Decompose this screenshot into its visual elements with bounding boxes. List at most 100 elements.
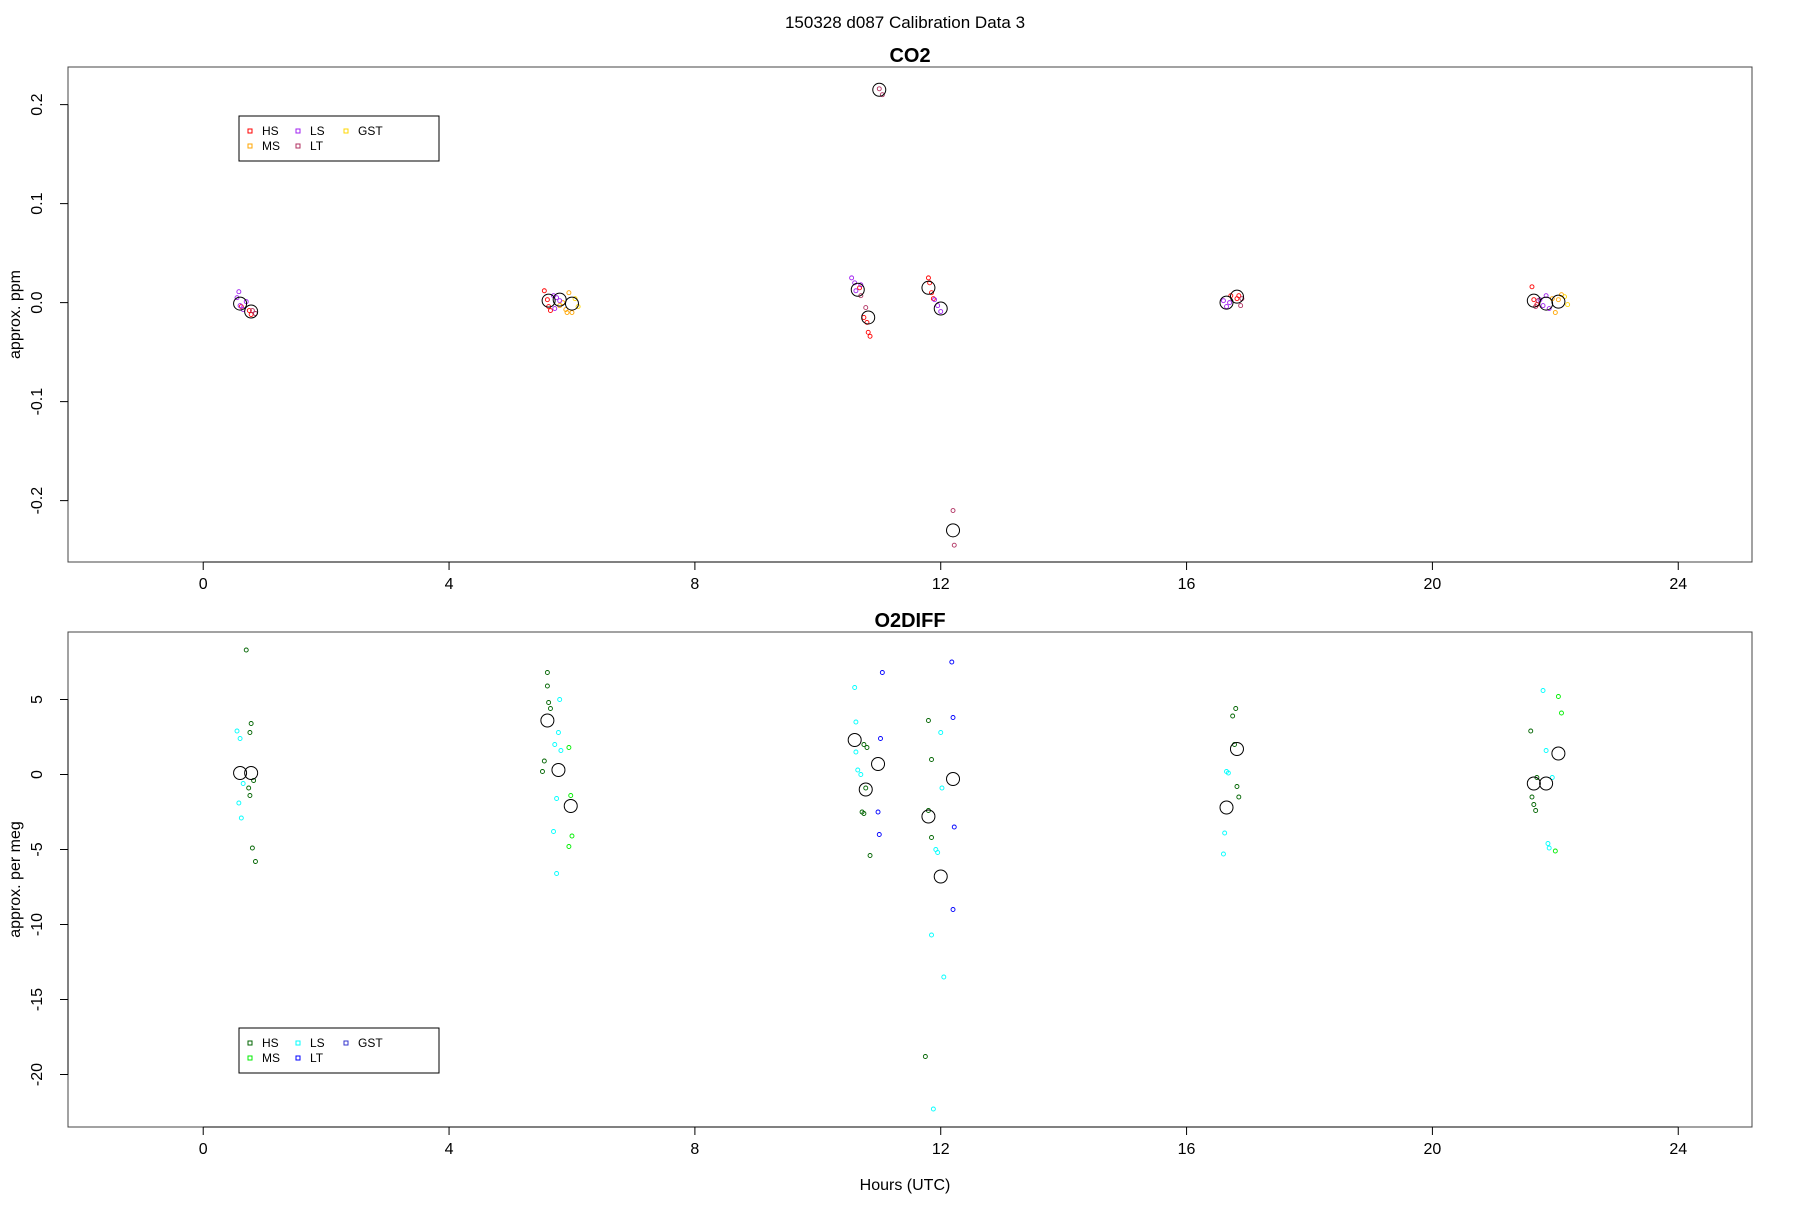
co2-point-lt	[951, 542, 957, 548]
o2diff-point-ls	[552, 742, 558, 747]
o2diff-point-lt	[876, 832, 882, 837]
co2-point-hs	[930, 296, 936, 302]
co2-y-tick-label: 0.2	[29, 93, 46, 115]
co2-legend-marker	[247, 143, 253, 149]
co2-y-axis-label: approx. ppm	[7, 270, 24, 359]
co2-point-gst	[572, 296, 578, 302]
o2diff-legend-marker	[247, 1040, 253, 1046]
co2-point-ms	[1552, 310, 1558, 315]
o2diff-point-lt	[951, 824, 957, 830]
o2diff-mean-point	[921, 809, 936, 824]
co2-legend-box	[238, 115, 440, 162]
o2diff-point-ms	[1552, 848, 1558, 854]
o2diff-point-hs	[864, 745, 870, 750]
co2-mean-point	[946, 523, 961, 538]
co2-mean-point	[872, 82, 887, 97]
o2diff-point-hs	[546, 700, 552, 705]
o2diff-y-tick-label: -5	[29, 842, 46, 856]
co2-legend-label-gst: GST	[358, 124, 383, 138]
co2-x-tick-label: 0	[199, 576, 208, 593]
o2diff-point-ms	[566, 745, 572, 750]
o2diff-point-ls	[941, 974, 947, 980]
o2diff-x-tick-label: 16	[1178, 1141, 1196, 1158]
co2-y-tick-label: -0.1	[29, 388, 46, 416]
co2-point-lt	[1533, 304, 1539, 310]
co2-point-ls	[849, 275, 855, 281]
co2-point-ls	[552, 306, 558, 312]
o2diff-panel: O2DIFF approx. per meg 0 4 8 12 16 20 24 -20 -15 -1…	[7, 610, 1753, 1158]
o2diff-point-hs	[867, 853, 873, 858]
o2diff-point-ls	[1225, 770, 1231, 776]
co2-mean-point	[541, 293, 556, 308]
co2-point-ms	[563, 307, 569, 312]
o2diff-point-hs	[540, 769, 545, 774]
co2-point-ls	[1220, 298, 1226, 304]
co2-point-hs	[541, 288, 547, 294]
co2-point-ms	[569, 310, 575, 315]
o2diff-x-tick-label: 0	[199, 1141, 208, 1158]
co2-legend-marker	[295, 128, 301, 134]
co2-x-tick-label: 12	[932, 576, 950, 593]
o2diff-point-hs	[929, 757, 934, 762]
o2diff-mean-point	[1229, 742, 1244, 756]
o2diff-point-ls	[238, 815, 244, 821]
o2diff-point-ls	[853, 749, 859, 755]
co2-point-hs	[1531, 297, 1537, 303]
o2diff-legend-marker	[295, 1055, 301, 1061]
o2diff-mean-point	[1551, 746, 1566, 761]
co2-x-tick-label: 4	[445, 576, 454, 593]
o2diff-point-ls	[551, 829, 556, 834]
co2-point-hs	[246, 308, 252, 313]
o2diff-point-ls	[939, 785, 945, 791]
co2-mean-point	[1229, 289, 1244, 304]
co2-point-hs	[857, 285, 863, 291]
o2diff-point-hs	[925, 718, 931, 723]
o2diff-point-hs	[929, 835, 934, 840]
o2diff-point-hs	[544, 683, 550, 689]
co2-point-ls	[853, 288, 859, 294]
co2-point-ls	[236, 289, 242, 295]
co2-point-ls	[557, 298, 563, 304]
o2diff-point-hs	[861, 742, 867, 747]
co2-point-gst	[1565, 302, 1571, 308]
co2-x-tick-label: 16	[1178, 576, 1196, 593]
o2diff-point-hs	[544, 670, 550, 675]
o2diff-x-tick-label: 12	[932, 1141, 950, 1158]
o2diff-y-tick-label: -20	[29, 1063, 46, 1086]
o2diff-point-ls	[236, 800, 242, 806]
co2-y-tick-label: 0.1	[29, 192, 46, 214]
o2diff-point-ls	[1546, 845, 1552, 851]
co2-legend-label-lt: LT	[310, 139, 324, 153]
o2diff-legend-label-lt: LT	[310, 1051, 324, 1065]
x-axis-label: Hours (UTC)	[860, 1177, 951, 1194]
co2-point-ls	[1224, 304, 1229, 310]
o2diff-point-ms	[569, 833, 575, 839]
co2-y-tick-label: -0.2	[29, 487, 46, 515]
o2diff-point-ls	[557, 697, 563, 702]
o2diff-point-lt	[879, 670, 885, 675]
o2diff-point-lt	[878, 736, 883, 741]
o2diff-mean-point	[847, 733, 862, 747]
o2diff-point-ls	[929, 932, 934, 938]
o2diff-mean-point	[551, 763, 566, 777]
o2diff-point-ls	[1220, 851, 1226, 857]
o2diff-mean-point	[1219, 800, 1234, 815]
o2diff-point-hs	[1236, 794, 1242, 800]
o2diff-point-lt	[875, 809, 881, 815]
co2-legend-label-ls: LS	[310, 124, 325, 138]
o2diff-mean-point	[946, 772, 961, 786]
o2diff-point-ls	[938, 730, 944, 735]
co2-point-hs	[865, 329, 871, 335]
o2diff-legend-label-ms: MS	[262, 1051, 280, 1065]
co2-point-ls	[1227, 300, 1233, 306]
o2diff-title: O2DIFF	[874, 610, 945, 632]
o2diff-point-hs	[1234, 784, 1240, 789]
co2-title: CO2	[889, 45, 930, 67]
co2-point-hs	[927, 280, 933, 286]
co2-legend-marker	[295, 143, 301, 149]
co2-point-ms	[1555, 297, 1561, 303]
o2diff-mean-point	[1526, 776, 1541, 791]
o2diff-point-ls	[237, 736, 243, 741]
o2diff-mean-point	[1539, 776, 1554, 791]
